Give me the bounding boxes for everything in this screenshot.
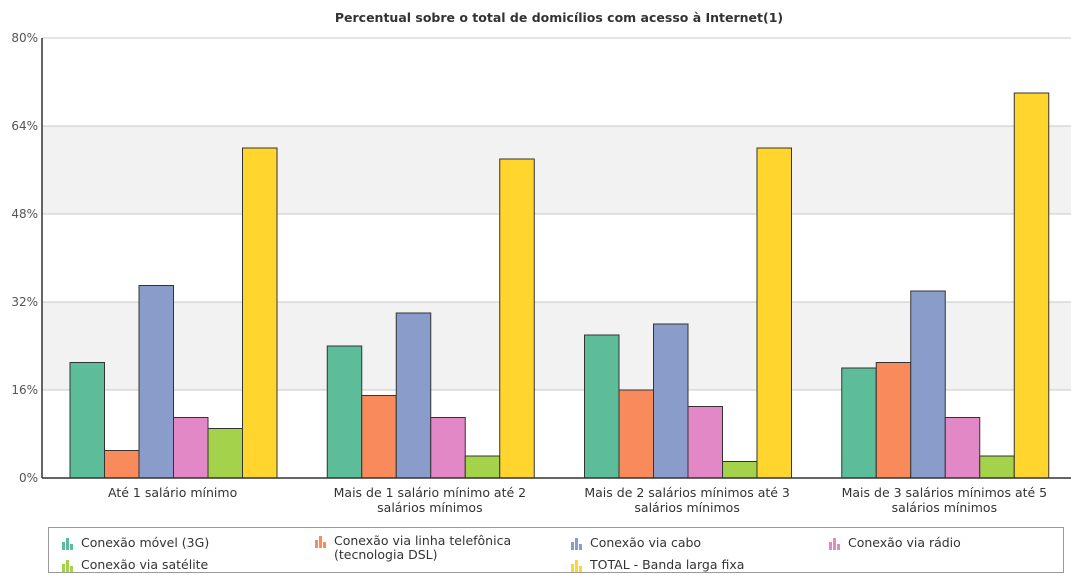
- x-axis-categories: Até 1 salário mínimo Mais de 1 salário mí…: [108, 485, 1047, 515]
- plot-band: [42, 38, 1071, 126]
- legend-label: Conexão via rádio: [848, 535, 961, 550]
- chart-title: Percentual sobre o total de domicílios c…: [335, 10, 783, 25]
- x-category-label: salários mínimos: [377, 500, 482, 515]
- bar: [395, 312, 432, 479]
- bar: [138, 285, 174, 479]
- chart: Percentual sobre o total de domicílios c…: [11, 10, 1071, 515]
- bar: [910, 290, 946, 479]
- bar: [1013, 92, 1050, 479]
- bar-chart-icon: [315, 536, 326, 548]
- bar: [430, 417, 466, 479]
- legend-item[interactable]: Conexão via cabo: [570, 536, 701, 550]
- bars: [69, 92, 1050, 479]
- bar: [618, 389, 654, 479]
- bar-chart-icon: [571, 538, 582, 550]
- bar: [841, 367, 877, 479]
- y-tick-label: 16%: [11, 383, 38, 397]
- legend-item[interactable]: Conexão móvel (3G): [61, 536, 209, 550]
- legend-item[interactable]: Conexão via satélite: [61, 558, 208, 572]
- x-category-label: Mais de 3 salários mínimos até 5: [842, 485, 1048, 500]
- bar: [979, 455, 1015, 479]
- y-tick-label: 32%: [11, 295, 38, 309]
- x-category-label: Mais de 2 salários mínimos até 3: [584, 485, 790, 500]
- bar-chart-icon: [829, 538, 840, 550]
- bar: [875, 362, 912, 479]
- plot-band: [42, 214, 1071, 302]
- bar: [104, 450, 140, 479]
- bar: [464, 455, 501, 479]
- x-category-label: salários mínimos: [634, 500, 739, 515]
- bar: [584, 334, 620, 479]
- plot-background: [42, 38, 1071, 478]
- bar: [326, 345, 363, 479]
- legend-label: Conexão via satélite: [81, 557, 209, 572]
- bar-chart-icon: [571, 560, 582, 572]
- y-tick-label: 64%: [11, 119, 38, 133]
- legend-label: Conexão via linha telefônica (tecnologia …: [334, 533, 512, 562]
- bar: [242, 147, 278, 479]
- bar: [207, 428, 243, 479]
- bar-chart-icon: [62, 538, 73, 550]
- bar: [756, 147, 792, 479]
- bar: [722, 461, 758, 479]
- y-tick-label: 48%: [11, 207, 38, 221]
- x-category-label: Mais de 1 salário mínimo até 2: [334, 485, 527, 500]
- x-category-label: salários mínimos: [892, 500, 997, 515]
- bar: [69, 362, 105, 479]
- plot-band: [42, 126, 1071, 214]
- x-category-label: Até 1 salário mínimo: [108, 485, 237, 500]
- legend: Conexão móvel (3G) Conexão via linha tele…: [48, 527, 1064, 573]
- bar: [687, 406, 723, 479]
- bar: [361, 395, 397, 479]
- legend-item[interactable]: Conexão via linha telefônica (tecnologia …: [314, 534, 511, 562]
- legend-label: Conexão móvel (3G): [81, 535, 210, 550]
- bar: [173, 417, 209, 479]
- y-tick-label: 80%: [11, 31, 38, 45]
- legend-label: TOTAL - Banda larga fixa: [590, 557, 745, 572]
- legend-item[interactable]: TOTAL - Banda larga fixa: [570, 558, 744, 572]
- legend-item[interactable]: Conexão via rádio: [828, 536, 961, 550]
- bar: [653, 323, 689, 479]
- bar: [944, 417, 981, 479]
- axes: [41, 38, 1071, 479]
- y-axis-ticks: 0% 16% 32% 48% 64% 80%: [11, 31, 38, 485]
- y-tick-label: 0%: [19, 471, 38, 485]
- legend-label: Conexão via cabo: [590, 535, 702, 550]
- bar: [499, 158, 535, 479]
- bar-chart-icon: [62, 560, 73, 572]
